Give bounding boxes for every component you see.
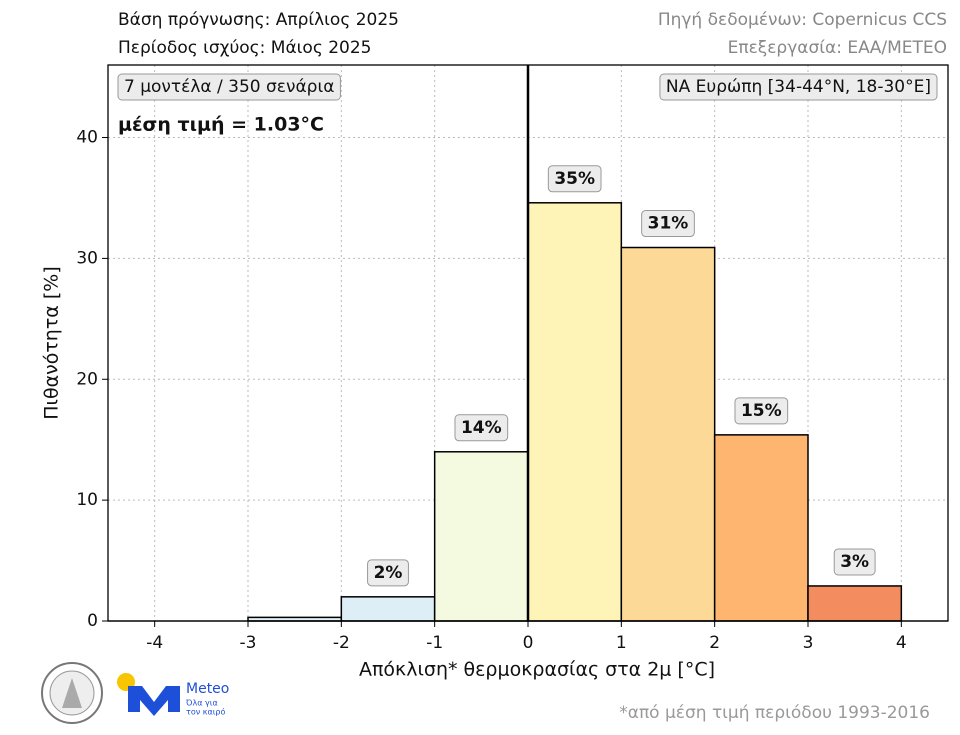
label-bg	[117, 73, 341, 101]
bar	[713, 434, 809, 622]
label-bg	[547, 165, 602, 193]
footnote: *από μέση τιμή περιόδου 1993-2016	[619, 703, 930, 723]
label-bg	[659, 73, 938, 101]
x-tick-label: -3	[240, 633, 257, 653]
label-bg	[367, 559, 409, 587]
label-bg	[833, 548, 876, 576]
x-tick-label: -4	[146, 633, 163, 653]
header-left: Περίοδος ισχύος: Μάιος 2025	[118, 38, 371, 58]
annotation: 35%	[554, 169, 595, 189]
x-tick-label: 4	[896, 633, 907, 653]
label-box: 15%	[734, 397, 789, 425]
annotation: ΝΑ Ευρώπη [34-44°N, 18-30°E]	[666, 77, 931, 97]
y-tick-label: 10	[76, 490, 98, 510]
annotation: 15%	[741, 401, 782, 421]
logo-name: Meteo	[186, 681, 229, 697]
bar	[433, 451, 529, 622]
x-tick-label: -2	[333, 633, 350, 653]
bar	[527, 202, 623, 622]
annotation: μέση τιμή = 1.03°C	[118, 114, 324, 136]
y-tick-label: 40	[76, 128, 98, 148]
label-bg	[641, 210, 695, 238]
logo-tagline: τον καιρό	[186, 707, 225, 717]
annotation: 3%	[840, 552, 869, 572]
bar	[620, 246, 716, 622]
bar	[340, 596, 436, 622]
header-right: Πηγή δεδομένων: Copernicus CCS	[658, 10, 947, 30]
label-bg	[454, 414, 509, 442]
label-box: ΝΑ Ευρώπη [34-44°N, 18-30°E]	[666, 77, 931, 97]
logo-tagline: Όλα για	[185, 698, 218, 708]
y-tick-label: 30	[76, 248, 98, 268]
y-axis-label: Πιθανότητα [%]	[41, 266, 63, 419]
header-right: Επεξεργασία: ΕΑΑ/METEO	[728, 38, 947, 58]
annotation: 7 μοντέλα / 350 σενάρια	[124, 77, 334, 97]
x-axis-label: Απόκλιση* θερμοκρασίας στα 2μ [°C]	[359, 659, 715, 681]
x-tick-label: 3	[803, 633, 814, 653]
bar	[807, 585, 903, 622]
annotation: 2%	[374, 563, 403, 583]
label-box: 31%	[641, 210, 695, 238]
x-tick-label: 1	[616, 633, 627, 653]
label-box: 7 μοντέλα / 350 σενάρια	[124, 77, 334, 97]
header-left: Βάση πρόγνωσης: Απρίλιος 2025	[118, 10, 399, 30]
y-tick-label: 20	[76, 369, 98, 389]
label-box: 3%	[833, 548, 876, 576]
seal-logo	[41, 662, 103, 724]
label-box: 2%	[367, 559, 409, 587]
meteo-logo: Meteo Όλα για τον καιρό	[117, 673, 229, 717]
label-box: 35%	[547, 165, 602, 193]
label-box: μέση τιμή = 1.03°C	[118, 114, 324, 136]
x-tick-label: 2	[709, 633, 720, 653]
x-tick-label: 0	[523, 633, 534, 653]
annotation: 14%	[461, 418, 502, 438]
annotation: 31%	[648, 214, 689, 234]
x-tick-label: -1	[426, 633, 443, 653]
y-tick-label: 0	[87, 611, 98, 631]
label-bg	[734, 397, 789, 425]
label-box: 14%	[454, 414, 509, 442]
